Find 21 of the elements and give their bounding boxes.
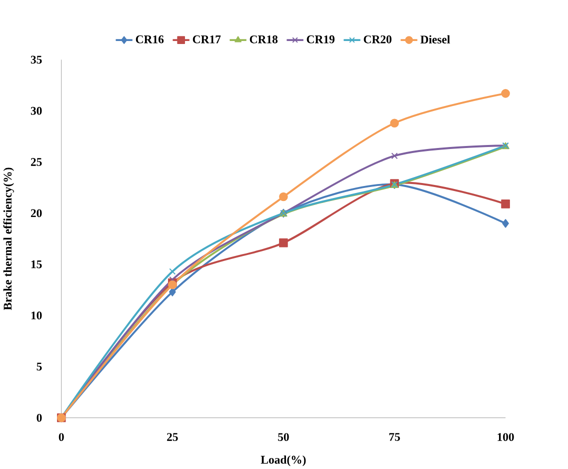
y-tick-label: 0 [36,414,42,422]
y-tick-label: 15 [31,260,42,268]
x-axis-title: Load(%) [260,455,306,466]
legend-label: CR20 [364,35,392,44]
y-tick-label: 20 [30,209,42,217]
legend-label: CR17 [192,35,221,44]
y-tick-label: 5 [36,362,42,370]
x-tick-label: 50 [278,432,289,441]
y-axis-title: Brake thermal efficiency(%) [3,168,14,310]
y-tick-label: 25 [30,158,42,166]
x-tick-label: 25 [167,432,178,441]
y-tick-label: 35 [30,56,42,64]
legend-label: CR19 [306,35,334,44]
x-tick-label: 0 [58,432,64,441]
x-tick-label: 100 [498,432,514,441]
y-tick-label: 30 [30,106,42,115]
legend-label: CR16 [136,35,164,44]
legend-label: CR18 [250,35,278,44]
y-tick-label: 10 [31,311,42,320]
legend-label: Diesel [420,35,450,44]
x-tick-label: 75 [389,432,400,441]
